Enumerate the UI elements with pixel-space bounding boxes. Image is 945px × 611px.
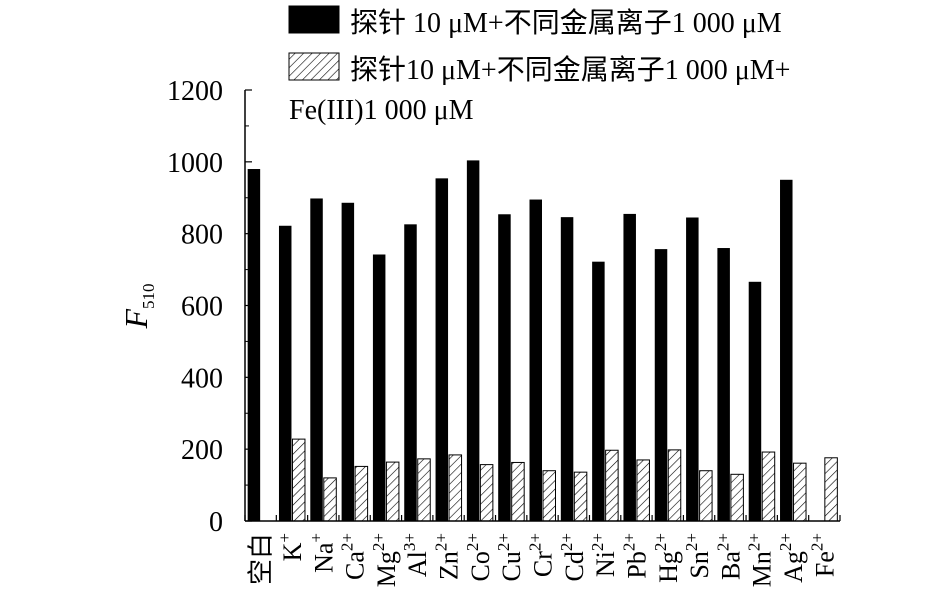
bar-solid xyxy=(780,179,793,521)
bar-solid xyxy=(592,261,605,521)
axes: 0 200 400 600 800 1000 1200 F510 xyxy=(118,76,841,538)
bar-hatched xyxy=(699,470,713,522)
x-tick-label: Mn2+ xyxy=(745,533,777,587)
bar-solid xyxy=(686,217,699,522)
bar-hatched xyxy=(291,438,306,522)
x-tick-label: Co2+ xyxy=(463,533,495,581)
x-tick-label: Hg2+ xyxy=(651,533,683,583)
bar-solid xyxy=(654,249,668,521)
bar-solid xyxy=(372,254,386,521)
bar-hatched xyxy=(761,451,776,522)
legend-entry-text: 探针10 μM+不同金属离子1 000 μM+ xyxy=(350,54,790,86)
bar-solid xyxy=(466,160,480,521)
x-tick-label: 空白 xyxy=(247,533,276,585)
bar-hatched xyxy=(605,449,619,522)
x-tick-label: Na+ xyxy=(306,533,338,573)
x-tick-label: Ni2+ xyxy=(588,533,620,577)
bar-hatched xyxy=(793,462,807,522)
x-tick-label: Al3+ xyxy=(400,533,432,577)
bar-hatched xyxy=(824,457,838,522)
y-tick-label: 400 xyxy=(181,363,223,394)
bar-solid xyxy=(560,217,574,521)
x-tick-label: Cu2+ xyxy=(494,533,526,581)
bar-solid xyxy=(623,213,636,521)
y-tick-label: 600 xyxy=(181,292,223,323)
bar-solid xyxy=(748,281,762,521)
y-axis-label: F510 xyxy=(118,283,158,329)
bar-solid xyxy=(310,198,323,522)
y-tick-label: 800 xyxy=(181,220,223,251)
bars xyxy=(247,160,838,522)
bar-hatched xyxy=(417,458,431,522)
legend-swatch xyxy=(288,52,340,81)
bar-solid xyxy=(717,248,730,522)
bar-hatched xyxy=(573,471,588,522)
bar-hatched xyxy=(323,477,337,522)
x-tick-label: Mg2+ xyxy=(369,533,401,587)
legend-entry-text: Fe(III)1 000 μM xyxy=(289,95,474,126)
bar-solid xyxy=(341,202,355,522)
bar-solid xyxy=(435,178,449,522)
legend-swatch xyxy=(288,5,340,34)
x-tick-label: Pb2+ xyxy=(619,533,651,579)
bar-hatched xyxy=(667,449,682,522)
bar-hatched xyxy=(385,461,400,522)
x-tick-label: Ag2+ xyxy=(776,533,808,583)
bar-hatched xyxy=(542,470,556,522)
bar-hatched xyxy=(730,473,744,522)
x-tick-label: K+ xyxy=(275,533,307,561)
bar-solid xyxy=(247,169,261,521)
y-tick-label: 1200 xyxy=(167,76,223,107)
bar-hatched xyxy=(354,465,369,522)
x-tick-labels: 空白 K+Na+Ca2+Mg2+Al3+Zn2+Co2+Cu2+Cr2+Cd2+N… xyxy=(247,533,840,587)
x-tick-label: Ca2+ xyxy=(338,533,370,580)
x-tick-label: Zn2+ xyxy=(432,533,464,580)
bar-hatched xyxy=(636,459,650,522)
bar-solid xyxy=(529,199,542,521)
bar-hatched xyxy=(448,454,463,522)
bar-hatched xyxy=(479,464,494,522)
bar-hatched xyxy=(511,461,525,522)
bar-solid xyxy=(498,214,511,521)
bar-solid xyxy=(404,224,417,521)
x-tick-label: Ba2+ xyxy=(713,533,745,580)
y-tick-label: 1000 xyxy=(167,148,223,179)
x-tick-label: Cr2+ xyxy=(526,533,558,577)
x-tick-label: Sn2+ xyxy=(682,533,714,579)
legend: 探针 10 μM+不同金属离子1 000 μM 探针10 μM+不同金属离子1 0… xyxy=(288,5,790,126)
y-tick-label: 200 xyxy=(181,435,223,466)
y-tick-label: 0 xyxy=(209,507,223,538)
bar-solid xyxy=(278,225,292,521)
legend-entry-text: 探针 10 μM+不同金属离子1 000 μM xyxy=(350,7,782,39)
x-tick-label: Cd2+ xyxy=(557,533,589,581)
x-tick-label: Fe2+ xyxy=(807,533,839,577)
